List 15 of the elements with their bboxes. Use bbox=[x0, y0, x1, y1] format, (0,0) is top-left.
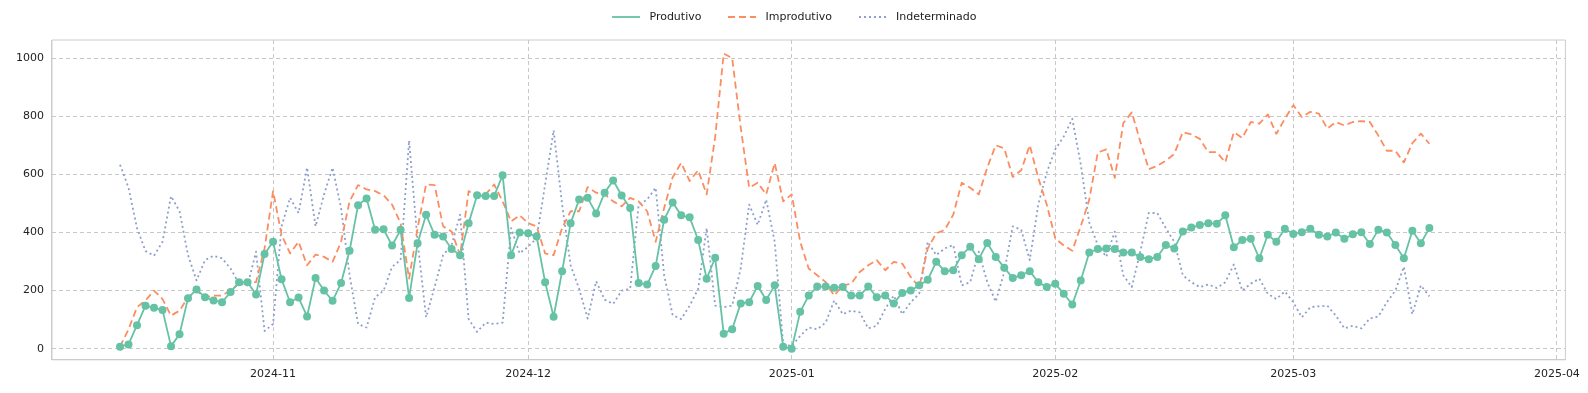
y-tick-label: 600 bbox=[22, 167, 44, 181]
x-tick-label: 2025-01 bbox=[768, 367, 815, 381]
legend-label: Produtivo bbox=[649, 10, 702, 23]
y-tick-label: 800 bbox=[22, 109, 44, 123]
y-tick-label: 1000 bbox=[15, 50, 44, 64]
x-tick-label: 2025-04 bbox=[1533, 367, 1580, 381]
y-tick-label: 400 bbox=[22, 225, 44, 239]
x-tick-label: 2024-11 bbox=[250, 367, 297, 381]
y-tick-label: 200 bbox=[22, 283, 44, 297]
y-tick-label: 0 bbox=[36, 341, 44, 355]
x-tick-label: 2025-02 bbox=[1032, 367, 1079, 381]
x-tick-label: 2025-03 bbox=[1270, 367, 1317, 381]
legend-label: Indeterminado bbox=[895, 10, 977, 23]
legend-label: Improdutivo bbox=[765, 10, 832, 23]
x-tick-label: 2024-12 bbox=[505, 367, 552, 381]
